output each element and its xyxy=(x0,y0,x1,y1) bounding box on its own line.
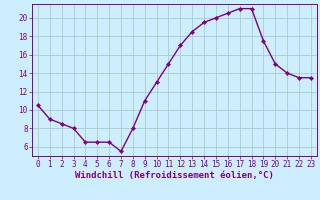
X-axis label: Windchill (Refroidissement éolien,°C): Windchill (Refroidissement éolien,°C) xyxy=(75,171,274,180)
